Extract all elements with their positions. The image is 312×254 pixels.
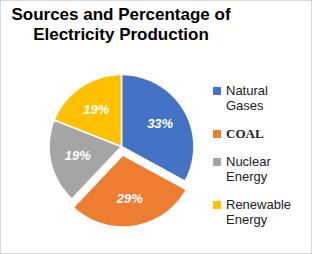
html-text:Renewable Energy: Renewable Energy <box>226 197 291 227</box>
svg-text:19%: 19% <box>65 148 91 163</box>
svg-text:29%: 29% <box>116 191 143 206</box>
html-text:Sources and Percentage of Elec: Sources and Percentage of Electricity Pr… <box>11 5 231 44</box>
html-text:COAL: COAL <box>226 126 264 141</box>
svg-text:19%: 19% <box>83 102 109 117</box>
html-text:Natural Gases: Natural Gases <box>226 83 268 113</box>
html-text:Nuclear Energy: Nuclear Energy <box>226 154 271 184</box>
svg-text:33%: 33% <box>147 116 173 131</box>
